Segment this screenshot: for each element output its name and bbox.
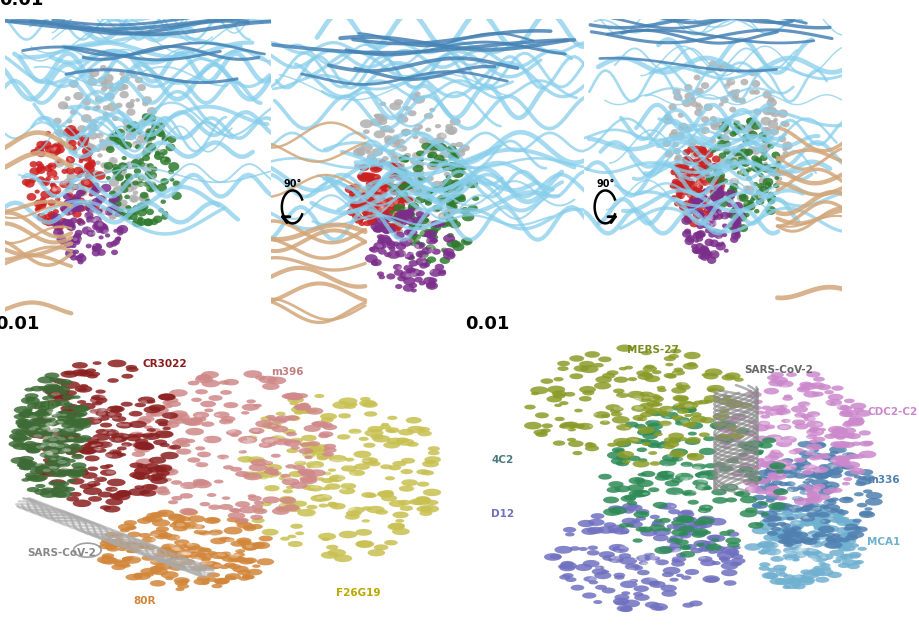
Text: CR3022: CR3022 — [142, 359, 187, 369]
Text: SARS-CoV-2: SARS-CoV-2 — [28, 548, 96, 558]
Text: m336: m336 — [867, 475, 899, 485]
Text: 4C2: 4C2 — [491, 455, 513, 465]
Text: MCA1: MCA1 — [867, 537, 900, 547]
Text: 0.01: 0.01 — [465, 315, 509, 333]
Text: 0.01: 0.01 — [0, 0, 43, 9]
Text: MERS-27: MERS-27 — [626, 345, 678, 355]
Text: 90°: 90° — [596, 179, 614, 189]
Text: F26G19: F26G19 — [335, 587, 380, 598]
Text: SARS-CoV-2: SARS-CoV-2 — [744, 365, 812, 374]
Text: 90°: 90° — [283, 179, 301, 189]
Text: m396: m396 — [271, 367, 303, 377]
Text: CDC2-C2: CDC2-C2 — [867, 407, 916, 417]
Text: D12: D12 — [491, 508, 514, 519]
Text: 0.01: 0.01 — [0, 315, 40, 333]
Text: S230: S230 — [28, 401, 57, 411]
Text: 80R: 80R — [133, 596, 155, 606]
